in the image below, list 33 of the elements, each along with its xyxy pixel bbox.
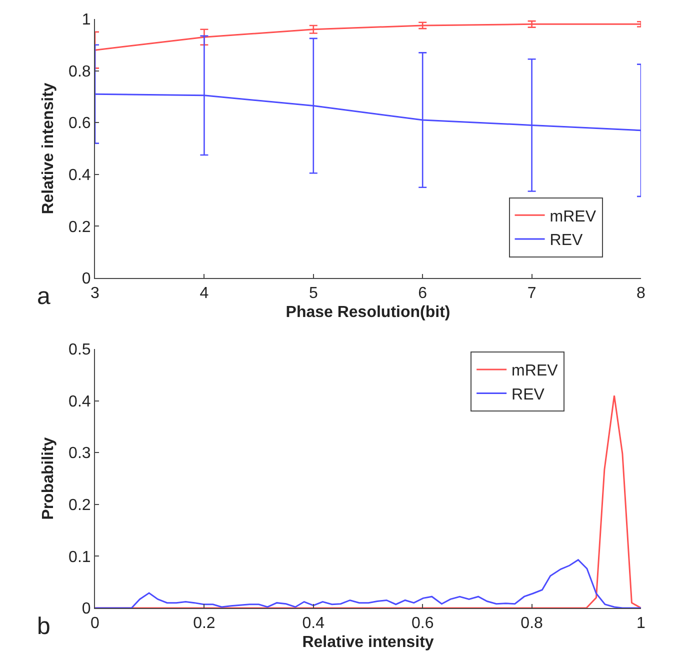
y-axis-title: Relative intensity — [40, 82, 57, 214]
x-tick-label: 0.6 — [411, 615, 434, 632]
x-tick-label: 0.4 — [302, 615, 325, 632]
y-tick-label: 0.8 — [68, 63, 91, 80]
y-tick-label: 0.1 — [68, 548, 91, 566]
y-tick-label: 0.4 — [68, 167, 91, 184]
x-tick-label: 7 — [527, 285, 536, 302]
x-tick-label: 6 — [418, 285, 428, 302]
legend-label: REV — [512, 386, 545, 404]
text: b — [37, 613, 50, 640]
y-tick-label: 0.4 — [68, 393, 91, 410]
x-tick-label: 0.8 — [520, 615, 544, 632]
x-tick-label: 3 — [90, 285, 100, 302]
x-axis-title: Phase Resolution(bit) — [286, 304, 450, 321]
x-tick-label: 5 — [308, 285, 318, 302]
y-tick-label: 0.3 — [68, 445, 91, 462]
x-tick-label: 4 — [200, 285, 209, 302]
legend-label: REV — [550, 232, 584, 250]
y-tick-label: 1 — [82, 12, 91, 29]
y-axis-title: Probability — [40, 437, 57, 520]
x-axis-title: Relative intensity — [302, 634, 434, 651]
y-tick-label: 0 — [82, 270, 91, 288]
legend-label: mREV — [512, 362, 558, 380]
x-tick-label: 1 — [636, 615, 646, 632]
legend-label: mREV — [550, 208, 596, 226]
y-tick-label: 0.5 — [68, 342, 91, 359]
y-tick-label: 0 — [82, 600, 91, 618]
y-tick-label: 0.2 — [68, 497, 91, 514]
y-tick-label: 0.2 — [68, 218, 91, 236]
x-tick-label: 0.2 — [193, 615, 216, 632]
text: a — [37, 283, 51, 310]
y-tick-label: 0.6 — [68, 115, 91, 132]
x-tick-label: 8 — [636, 285, 646, 302]
